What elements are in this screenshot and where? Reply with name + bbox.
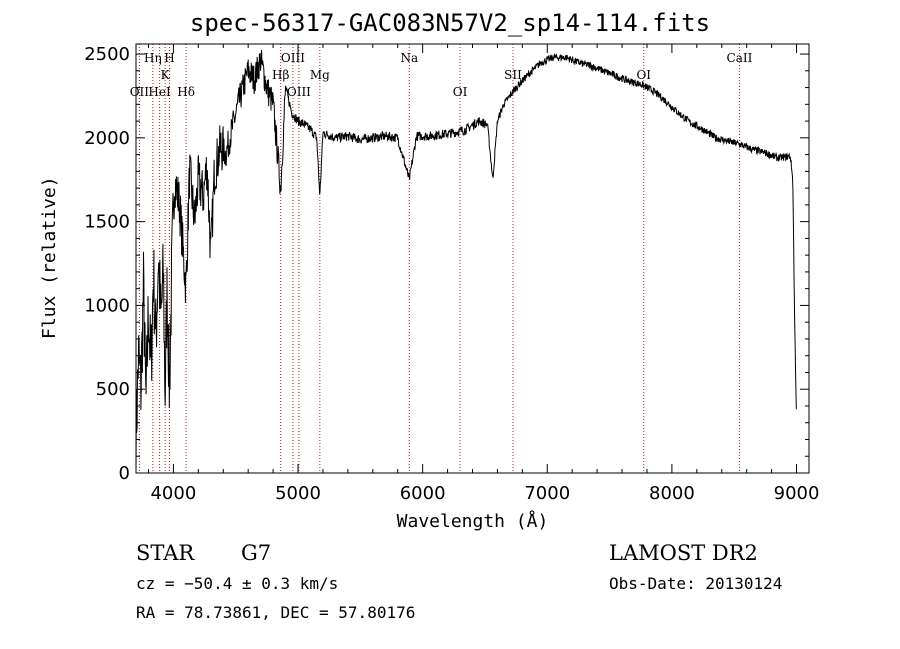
line-labels: OII Hη HeI KH Hδ Hβ OIII OIII Mg Na OI OI SII CaII [130, 51, 753, 99]
line-label: Na [400, 51, 418, 65]
x-tick-label: 4000 [150, 483, 196, 504]
y-tick-label: 1500 [84, 212, 130, 233]
observation-date: Obs-Date: 20130124 [609, 574, 783, 593]
y-axis-label: Flux (relative) [39, 176, 60, 339]
x-axis-ticks: 4000 5000 6000 7000 8000 9000 [147, 44, 820, 504]
line-label: HeI [148, 85, 171, 99]
y-tick-label: 2000 [84, 128, 130, 149]
y-tick-label: 1000 [84, 295, 130, 316]
object-type: STAR [136, 541, 195, 565]
line-label: OI [453, 85, 468, 99]
chart-title: spec-56317-GAC083N57V2_sp14-114.fits [189, 9, 711, 37]
y-axis-ticks: 0 500 1000 1500 2000 2500 [84, 44, 809, 484]
plot-frame [135, 43, 810, 474]
line-label: K [161, 68, 171, 82]
x-tick-label: 9000 [774, 483, 820, 504]
line-markers [138, 44, 740, 473]
x-axis-label: Wavelength (Å) [396, 511, 549, 532]
spectrum-line [135, 49, 797, 474]
y-tick-label: 0 [119, 463, 130, 484]
x-tick-label: 8000 [649, 483, 695, 504]
x-tick-label: 5000 [275, 483, 321, 504]
line-label: CaII [727, 51, 753, 65]
y-tick-label: 2500 [84, 44, 130, 65]
line-label: Hδ [177, 85, 195, 99]
line-label: OIII [287, 85, 311, 99]
x-tick-label: 7000 [524, 483, 570, 504]
x-tick-label: 6000 [400, 483, 446, 504]
y-tick-label: 500 [96, 379, 130, 400]
line-label: OI [636, 68, 651, 82]
redshift-cz: cz = −50.4 ± 0.3 km/s [136, 574, 339, 593]
line-label: H [164, 51, 174, 65]
coordinates: RA = 78.73861, DEC = 57.80176 [136, 603, 416, 622]
line-label: OIII [281, 51, 305, 65]
survey-name: LAMOST DR2 [609, 541, 758, 565]
line-label: Hη [144, 51, 162, 65]
object-subclass: G7 [241, 541, 272, 565]
line-label: SII [504, 68, 522, 82]
line-label: OII [130, 85, 150, 99]
line-label: Hβ [272, 68, 289, 82]
line-label: Mg [310, 68, 330, 82]
